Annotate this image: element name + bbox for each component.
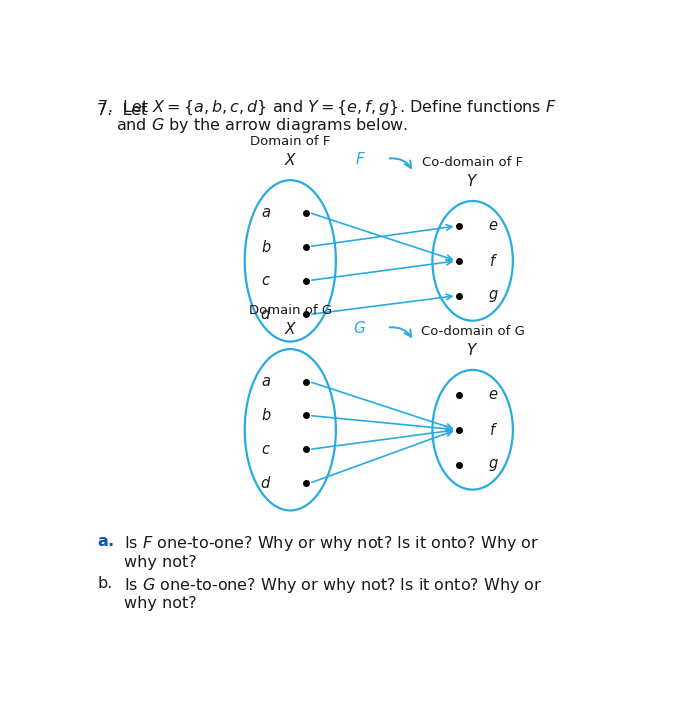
Text: $d$: $d$ [260, 476, 272, 491]
Text: and $G$ by the arrow diagrams below.: and $G$ by the arrow diagrams below. [116, 116, 408, 135]
Text: Is $G$ one-to-one? Why or why not? Is it onto? Why or: Is $G$ one-to-one? Why or why not? Is it… [124, 575, 543, 595]
Text: $X$: $X$ [284, 152, 297, 168]
Text: why not?: why not? [124, 596, 197, 611]
Text: $G$: $G$ [354, 319, 367, 336]
Text: $f$: $f$ [489, 422, 498, 438]
Text: 7.  Let: 7. Let [97, 103, 153, 118]
Text: Co-domain of F: Co-domain of F [422, 156, 523, 169]
Text: $F$: $F$ [354, 150, 365, 167]
Text: $f$: $f$ [489, 253, 498, 269]
Text: $a$: $a$ [261, 374, 271, 389]
Text: why not?: why not? [124, 555, 197, 570]
Text: $\mathbf{a.}$: $\mathbf{a.}$ [97, 534, 114, 549]
Text: $c$: $c$ [262, 442, 271, 457]
Text: Domain of F: Domain of F [250, 135, 331, 148]
Text: Co-domain of G: Co-domain of G [421, 324, 525, 338]
Text: $Y$: $Y$ [466, 342, 479, 358]
Text: $Y$: $Y$ [466, 173, 479, 189]
Text: b.: b. [97, 575, 113, 590]
Text: Domain of G: Domain of G [248, 304, 332, 317]
Text: $e$: $e$ [488, 218, 498, 233]
Text: $e$: $e$ [488, 387, 498, 402]
Text: Is $F$ one-to-one? Why or why not? Is it onto? Why or: Is $F$ one-to-one? Why or why not? Is it… [124, 534, 539, 553]
Text: $c$: $c$ [262, 273, 271, 288]
Text: $X$: $X$ [284, 321, 297, 337]
Text: $b$: $b$ [261, 408, 271, 424]
Text: $d$: $d$ [260, 307, 272, 322]
Text: $g$: $g$ [488, 456, 498, 473]
Text: 7.  Let $X = \{a, b, c, d\}$ and $Y = \{e, f, g\}$. Define functions $F$: 7. Let $X = \{a, b, c, d\}$ and $Y = \{e… [97, 98, 557, 117]
Text: $a$: $a$ [261, 205, 271, 220]
Text: $g$: $g$ [488, 288, 498, 304]
Text: $b$: $b$ [261, 239, 271, 255]
